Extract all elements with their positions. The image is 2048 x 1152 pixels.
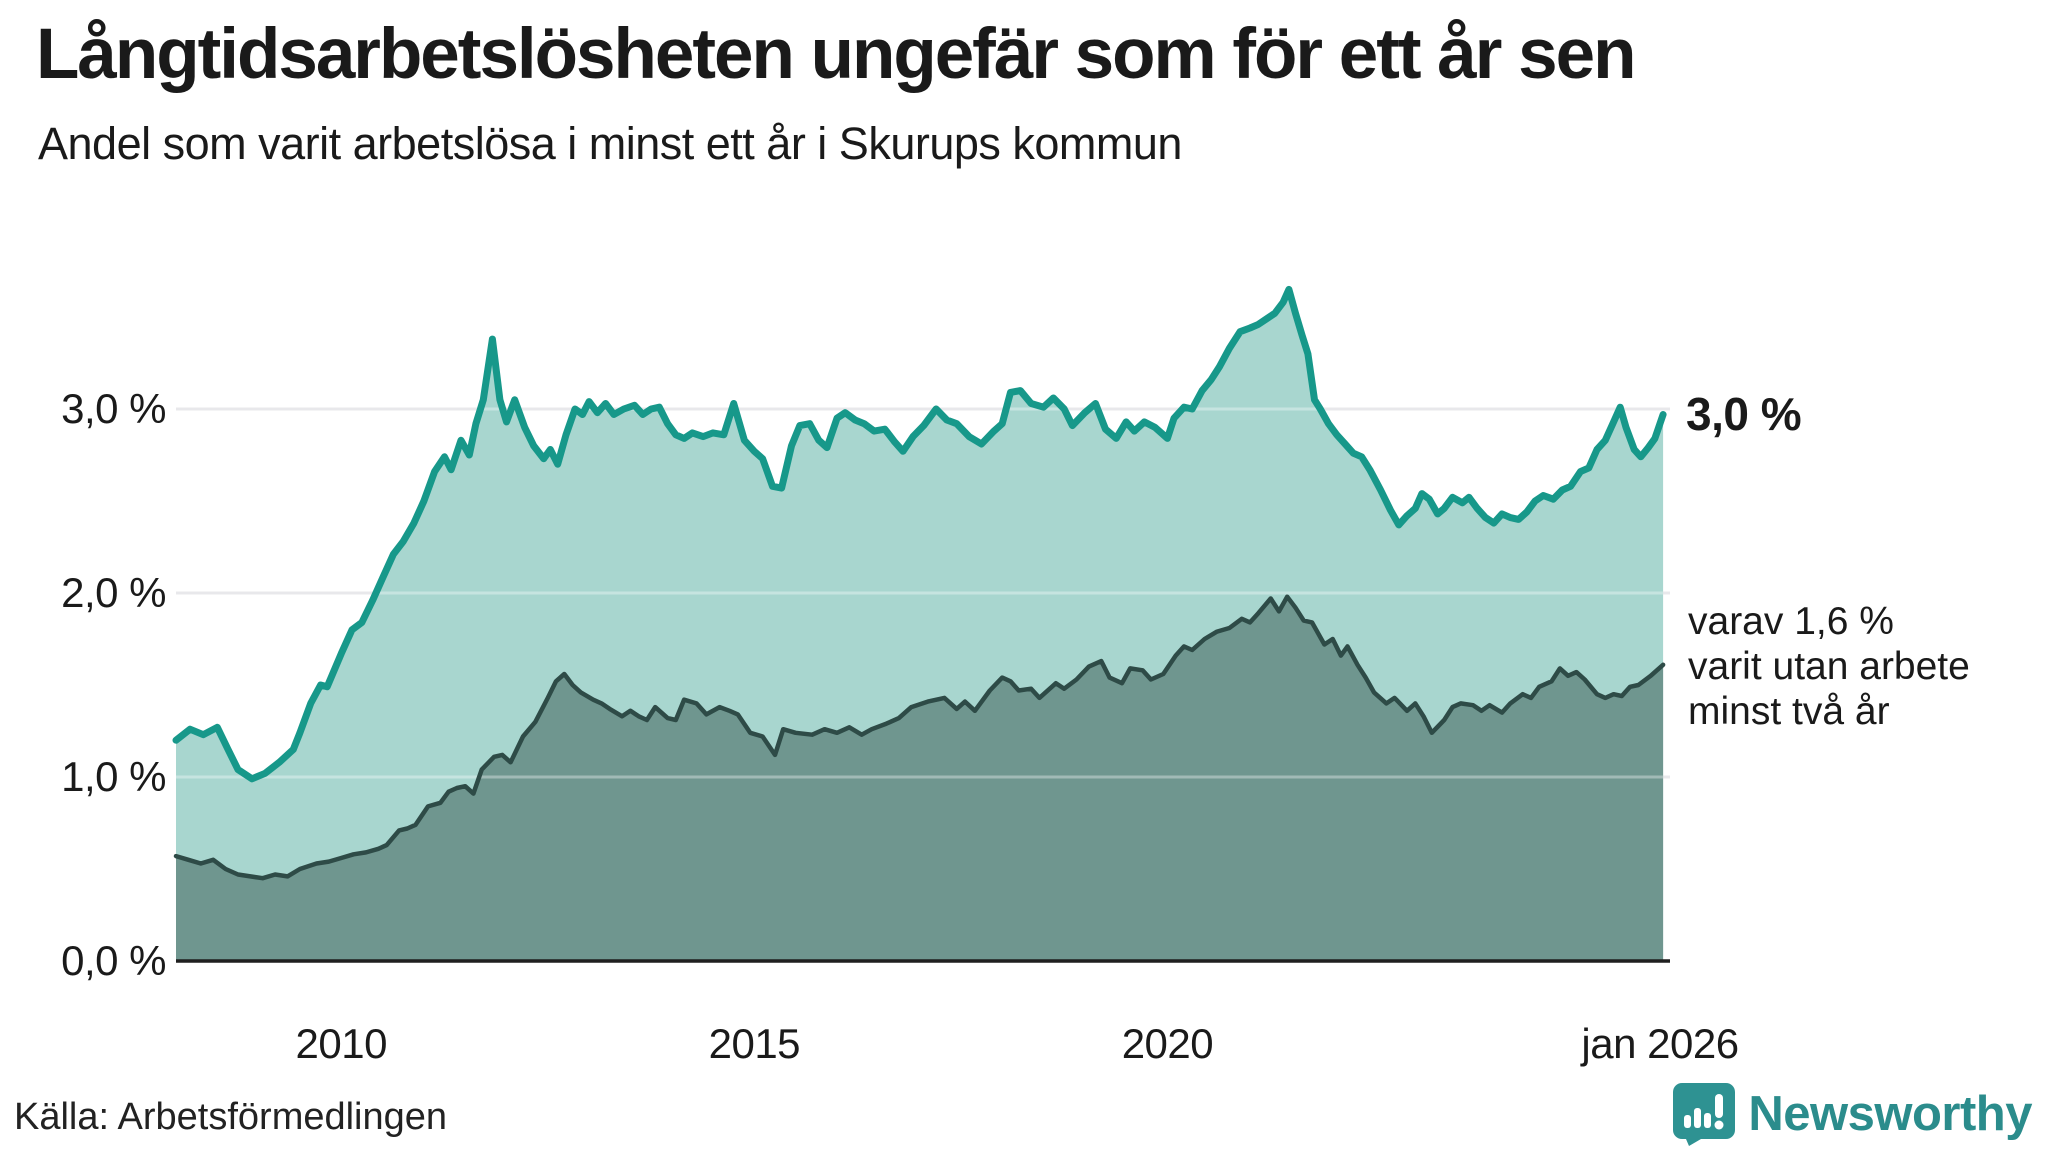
y-tick-label: 1,0 % bbox=[61, 753, 166, 800]
series-line-1 bbox=[173, 594, 1666, 881]
page-title: Långtidsarbetslösheten ungefär som för e… bbox=[36, 15, 1636, 94]
series-area-1 bbox=[176, 596, 1664, 961]
y-tick-label: 3,0 % bbox=[61, 385, 166, 432]
sub-end-line-3: minst två år bbox=[1688, 689, 1890, 733]
sub-end-line-2: varit utan arbete bbox=[1688, 644, 1970, 688]
x-tick-label: 2020 bbox=[1121, 1020, 1214, 1067]
brand-logo: Newsworthy bbox=[1672, 1082, 2032, 1146]
y-tick-label: 0,0 % bbox=[61, 937, 166, 984]
x-tick-label: jan 2026 bbox=[1581, 1020, 1739, 1067]
x-tick-label: 2010 bbox=[295, 1020, 388, 1067]
chart-subtitle: Andel som varit arbetslösa i minst ett å… bbox=[38, 118, 1182, 169]
x-tick-label: 2015 bbox=[708, 1020, 801, 1067]
brand-name: Newsworthy bbox=[1748, 1087, 2032, 1141]
sub-end-value-label: varav 1,6 % varit utan arbete minst två … bbox=[1688, 599, 1970, 734]
total-end-value-label: 3,0 % bbox=[1686, 387, 1802, 440]
sub-end-line-1: varav 1,6 % bbox=[1688, 599, 1894, 643]
series-line-0 bbox=[172, 285, 1667, 783]
y-tick-label: 2,0 % bbox=[61, 569, 166, 616]
newsworthy-bubble-icon bbox=[1673, 1083, 1736, 1146]
source-note: Källa: Arbetsförmedlingen bbox=[14, 1096, 448, 1138]
